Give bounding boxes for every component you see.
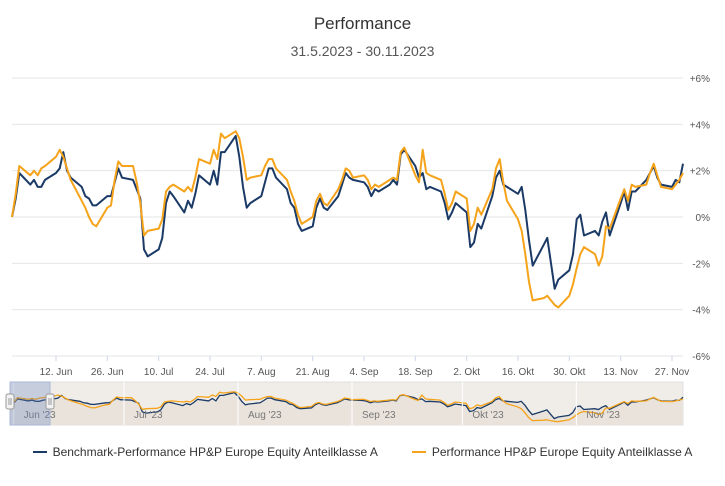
chart-subtitle: 31.5.2023 - 30.11.2023 [290,43,435,59]
navigator-tick-label: Aug '23 [248,410,282,421]
navigator-line-benchmark [9,391,684,420]
x-tick-label: 30. Okt [553,367,585,378]
axis-layer: +6% +4% +2% 0% -2% -4% -6% 12. Jun 26. Jun 10. Ju… [40,74,711,378]
x-tick-label: 13. Nov [603,367,637,378]
legend: Benchmark-Performance HP&P Europe Equity… [0,445,725,459]
y-tick-label: -6% [692,352,710,363]
x-tick-label: 26. Jun [91,367,124,378]
navigator-handle-left[interactable] [5,393,15,410]
legend-swatch-benchmark [32,451,47,453]
series-line-performance [11,130,684,309]
navigator-line-performance [9,391,684,423]
x-tick-label: 12. Jun [40,367,73,378]
navigator-handle-right[interactable] [45,393,55,410]
legend-item-performance[interactable]: Performance HP&P Europe Equity Anteilkla… [411,445,693,459]
navigator-tick-label: Jun '23 [24,410,56,421]
x-tick-label: 4. Sep [350,367,379,378]
legend-item-benchmark[interactable]: Benchmark-Performance HP&P Europe Equity… [32,445,378,459]
y-tick-label: +2% [690,167,710,178]
x-tick-label: 7. Aug [247,367,275,378]
navigator-tick-label: Okt '23 [472,410,504,421]
y-tick-label: 0% [696,213,711,224]
series-line-benchmark [11,134,684,290]
y-tick-label: +6% [690,74,710,85]
x-tick-label: 18. Sep [398,367,433,378]
chart-title: Performance [313,14,412,33]
x-tick-label: 24. Jul [195,367,224,378]
legend-label-performance: Performance HP&P Europe Equity Anteilkla… [431,445,693,459]
y-tick-label: -2% [692,259,710,270]
navigator-tick-label: Jul '23 [134,410,163,421]
x-tick-label: 16. Okt [502,367,534,378]
x-tick-label: 2. Okt [453,367,480,378]
x-tick-label: 21. Aug [296,367,330,378]
y-tick-label: +4% [690,120,710,131]
x-tick-label: 10. Jul [144,367,173,378]
navigator-area [10,392,683,425]
series-layer [11,130,684,309]
navigator[interactable]: Jun '23 Jul '23 Aug '23 Sep '23 Okt '23 Nov '… [5,381,684,426]
y-tick-label: -4% [692,306,710,317]
navigator-selection[interactable] [9,381,51,426]
legend-label-benchmark: Benchmark-Performance HP&P Europe Equity… [52,445,378,459]
legend-swatch-performance [411,451,426,453]
navigator-tick-label: Nov '23 [586,410,620,421]
navigator-tick-label: Sep '23 [362,410,396,421]
x-tick-label: 27. Nov [655,367,689,378]
grid-layer [12,77,683,357]
